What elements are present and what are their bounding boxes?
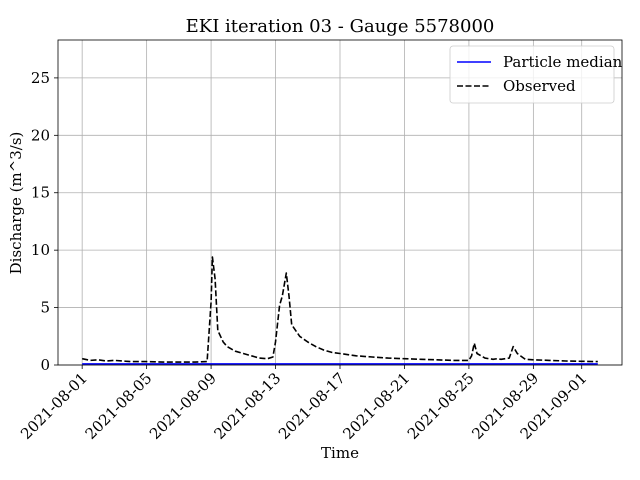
y-tick-label: 15 <box>31 184 50 202</box>
x-tick-label: 2021-08-25 <box>404 369 478 443</box>
legend-box <box>449 45 615 104</box>
x-tick-label: 2021-08-01 <box>17 369 91 443</box>
chart-title: EKI iteration 03 - Gauge 5578000 <box>186 16 495 37</box>
series-layer <box>82 256 598 365</box>
y-tick-label: 20 <box>31 126 50 144</box>
legend-particle-median-label: Particle median <box>503 53 623 71</box>
x-axis-label: Time <box>321 444 359 462</box>
y-tick-label: 0 <box>40 356 50 374</box>
x-tick-label: 2021-08-09 <box>146 369 220 443</box>
legend: Particle median Observed <box>449 45 623 104</box>
x-tick-label: 2021-08-05 <box>82 369 156 443</box>
x-tick-label: 2021-08-13 <box>210 369 284 443</box>
series-line-observed <box>82 256 598 363</box>
y-axis-label: Discharge (m^3/s) <box>7 132 25 275</box>
y-tick-label: 25 <box>31 69 50 87</box>
x-tick-label: 2021-08-17 <box>275 369 349 443</box>
legend-observed-label: Observed <box>503 77 576 95</box>
y-tick-label: 5 <box>40 299 50 317</box>
axis-ticks: 2021-08-012021-08-052021-08-092021-08-13… <box>17 69 590 443</box>
y-tick-label: 10 <box>31 241 50 259</box>
x-tick-label: 2021-08-21 <box>339 369 413 443</box>
